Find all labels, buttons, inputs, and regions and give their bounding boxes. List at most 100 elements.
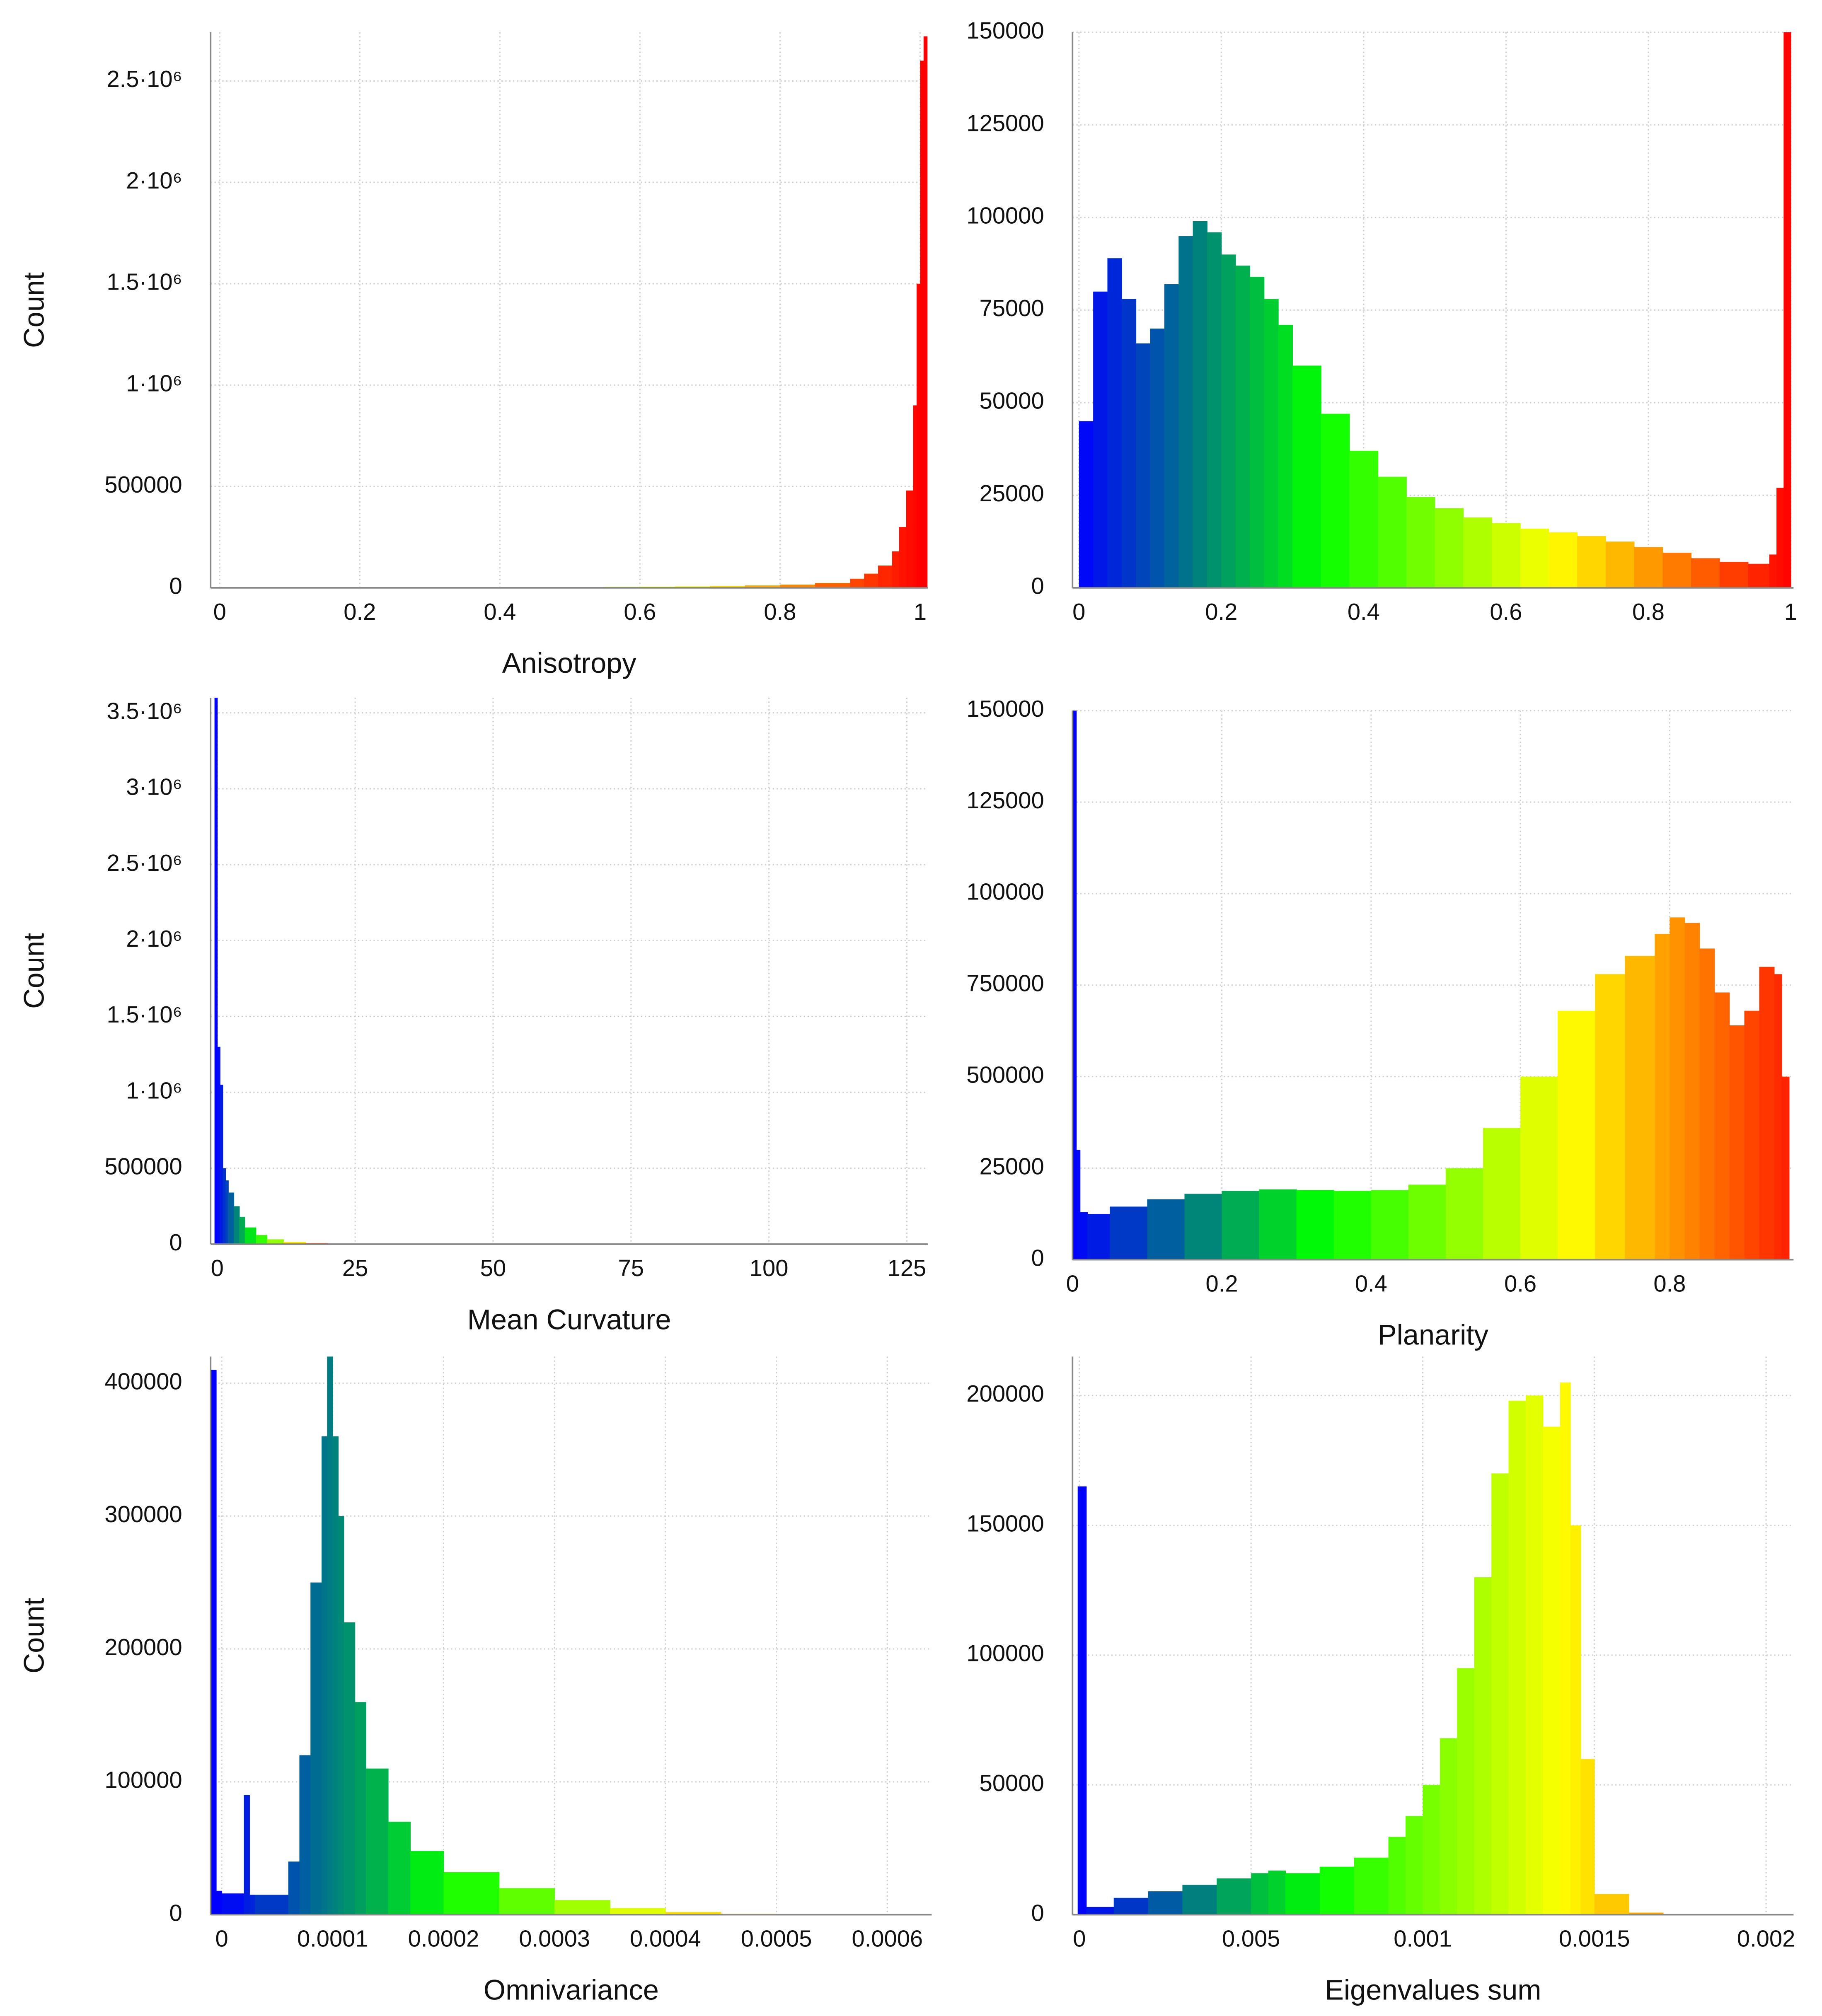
histogram-bar xyxy=(1093,291,1108,588)
y-tick-label: 100000 xyxy=(966,203,1044,229)
histogram-bar xyxy=(1221,254,1236,588)
y-tick-label: 75000 xyxy=(980,295,1044,321)
x-tick-label: 0.6 xyxy=(1490,599,1522,625)
y-tick-label: 50000 xyxy=(980,388,1044,414)
histogram-bar xyxy=(1670,917,1685,1260)
histogram-bar xyxy=(244,1227,256,1245)
histogram-bar xyxy=(1147,1199,1185,1260)
x-tick-label: 0.005 xyxy=(1222,1926,1280,1952)
histogram-bar xyxy=(1182,1885,1217,1915)
y-tick-label: 100000 xyxy=(104,1767,182,1793)
histogram-bar xyxy=(610,1908,666,1915)
x-axis-label: Mean Curvature xyxy=(467,1303,671,1335)
x-tick-label: 0.0001 xyxy=(297,1926,368,1952)
histogram-bar xyxy=(239,1217,245,1245)
histogram-bar xyxy=(1207,232,1222,588)
histogram-bar xyxy=(878,566,893,588)
y-tick-label: 150000 xyxy=(966,17,1044,44)
y-tick-label: 125000 xyxy=(966,787,1044,813)
histogram-bar xyxy=(1605,541,1635,588)
histogram-bar xyxy=(1371,1190,1409,1260)
histogram-bar xyxy=(1474,1577,1492,1915)
y-tick-label: 50000 xyxy=(980,1770,1044,1796)
histogram-bar xyxy=(355,1702,367,1915)
histogram-bar xyxy=(906,490,914,588)
y-tick-label: 2·10⁶ xyxy=(126,167,182,193)
histogram-bar xyxy=(1520,1076,1558,1260)
histogram-bar xyxy=(1408,1184,1446,1260)
x-tick-label: 0 xyxy=(211,1255,224,1281)
x-tick-label: 0.4 xyxy=(1355,1271,1387,1297)
histogram-bar xyxy=(1463,517,1492,588)
x-tick-label: 0.4 xyxy=(484,599,516,625)
histogram-bar xyxy=(1378,476,1407,588)
histogram-bar xyxy=(1292,365,1321,588)
histogram-bar xyxy=(1699,948,1715,1260)
histogram-bar xyxy=(1110,1206,1148,1260)
histogram-bar xyxy=(916,283,921,588)
x-tick-label: 0 xyxy=(213,599,226,625)
x-tick-label: 0.2 xyxy=(1205,599,1237,625)
histogram-bar xyxy=(1435,508,1464,588)
histogram-bar xyxy=(815,583,851,588)
histogram-bar xyxy=(288,1861,300,1915)
histogram-bar xyxy=(1321,413,1350,588)
y-tick-label: 1·10⁶ xyxy=(126,370,182,396)
x-axis-label: Planarity xyxy=(1378,1319,1489,1351)
histogram-bar xyxy=(1333,1191,1372,1260)
histogram-bar xyxy=(1235,266,1250,588)
histogram-bar xyxy=(332,1436,339,1915)
histogram-bar xyxy=(1594,1894,1629,1915)
histogram-bar xyxy=(1080,1212,1088,1260)
histogram-bar xyxy=(1150,329,1165,588)
histogram-bar xyxy=(1268,1870,1286,1915)
histogram-bar xyxy=(899,527,907,588)
histogram-bar xyxy=(780,585,815,588)
histogram-bar xyxy=(1748,563,1770,588)
x-tick-label: 0.6 xyxy=(1504,1271,1536,1297)
histogram-bar xyxy=(1184,1194,1222,1260)
x-tick-label: 0.4 xyxy=(1348,599,1380,625)
histogram-bar xyxy=(1250,276,1265,588)
histogram-bar xyxy=(244,1795,250,1915)
histogram-bar xyxy=(1319,1866,1355,1915)
histogram-bar xyxy=(443,1872,500,1915)
histogram-bar xyxy=(228,1192,235,1245)
histogram-bar xyxy=(1251,1873,1269,1915)
histogram-bar xyxy=(1625,956,1655,1260)
histogram-bar xyxy=(710,586,745,588)
y-axis-label: Count xyxy=(18,1598,50,1673)
histogram-bar xyxy=(850,578,865,588)
histogram-bar xyxy=(283,1242,306,1245)
histogram-bar xyxy=(327,1356,333,1915)
y-tick-label: 200000 xyxy=(104,1634,182,1660)
histogram-bar xyxy=(1691,558,1720,588)
histogram-bar xyxy=(1086,1907,1114,1915)
x-tick-label: 0.8 xyxy=(1632,599,1665,625)
y-tick-label: 2.5·10⁶ xyxy=(106,850,182,876)
histogram-bar xyxy=(1445,1168,1483,1260)
histogram-bar xyxy=(1440,1738,1458,1915)
x-tick-label: 0.0003 xyxy=(519,1926,590,1952)
y-tick-label: 1.5·10⁶ xyxy=(106,1001,182,1027)
y-tick-label: 500000 xyxy=(104,471,182,498)
x-tick-label: 0.2 xyxy=(344,599,376,625)
histogram-bar xyxy=(923,36,928,588)
x-tick-label: 0 xyxy=(1072,599,1085,625)
histogram-bar xyxy=(1121,299,1137,588)
histogram-bar xyxy=(1769,554,1777,588)
histogram-bar xyxy=(1759,967,1775,1260)
histogram-bar xyxy=(1776,488,1784,588)
y-tick-label: 0 xyxy=(169,1900,182,1926)
histogram-bar xyxy=(310,1582,322,1915)
histogram-bar xyxy=(665,1912,721,1915)
histogram-bar xyxy=(220,1085,223,1245)
histogram-bar xyxy=(1457,1668,1475,1915)
x-tick-label: 0.001 xyxy=(1394,1926,1452,1952)
histogram-bar xyxy=(1549,532,1578,588)
y-tick-label: 200000 xyxy=(966,1380,1044,1407)
histogram-bar xyxy=(1719,562,1749,588)
histogram-bar xyxy=(1628,1912,1664,1915)
histogram-bar xyxy=(344,1622,356,1915)
